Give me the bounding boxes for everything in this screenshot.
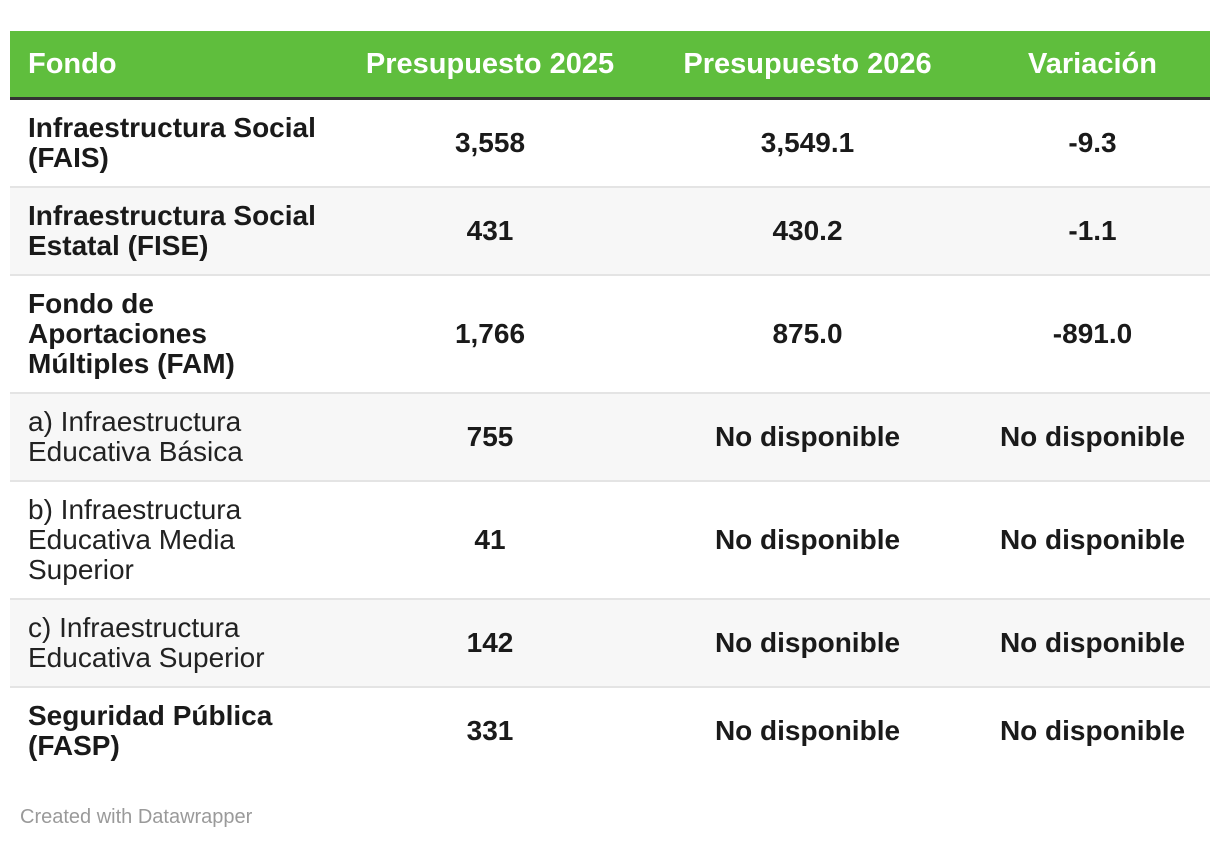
presupuesto-2025-cell: 755 xyxy=(466,421,514,452)
table-row-educativa-superior: c) Infraestructura Educativa Superior 14… xyxy=(10,599,1210,687)
variacion-cell: No disponible xyxy=(999,715,1186,746)
presupuesto-2025-cell: 142 xyxy=(466,627,514,658)
fondo-cell: Infraestructura Social (FAIS) xyxy=(28,112,316,173)
datawrapper-attribution[interactable]: Created with Datawrapper xyxy=(20,806,253,828)
column-header-presupuesto-2026: Presupuesto 2026 xyxy=(640,31,975,99)
fondo-cell: b) Infraestructura Educativa Media Super… xyxy=(28,494,242,585)
presupuesto-2025-cell: 41 xyxy=(474,524,506,555)
table-row-educativa-basica: a) Infraestructura Educativa Básica 755 … xyxy=(10,393,1210,481)
presupuesto-2025-cell: 431 xyxy=(466,215,514,246)
table-body: Infraestructura Social (FAIS) 3,558 3,54… xyxy=(10,99,1210,775)
column-header-variacion: Variación xyxy=(975,31,1210,99)
variacion-cell: -891.0 xyxy=(1052,318,1133,349)
presupuesto-2026-cell: 3,549.1 xyxy=(760,127,855,158)
presupuesto-2026-cell: No disponible xyxy=(714,715,901,746)
table-row-fais: Infraestructura Social (FAIS) 3,558 3,54… xyxy=(10,99,1210,188)
table-row-fam: Fondo de Aportaciones Múltiples (FAM) 1,… xyxy=(10,275,1210,393)
presupuesto-2025-cell: 3,558 xyxy=(454,127,526,158)
fondo-cell: c) Infraestructura Educativa Superior xyxy=(28,612,265,673)
fondo-cell: Seguridad Pública (FASP) xyxy=(28,700,273,761)
column-header-presupuesto-2025: Presupuesto 2025 xyxy=(340,31,640,99)
variacion-cell: No disponible xyxy=(999,421,1186,452)
fondo-cell: a) Infraestructura Educativa Básica xyxy=(28,406,243,467)
budget-table: Fondo Presupuesto 2025 Presupuesto 2026 … xyxy=(10,31,1210,774)
presupuesto-2025-cell: 1,766 xyxy=(454,318,526,349)
variacion-cell: -9.3 xyxy=(1068,127,1117,158)
presupuesto-2026-cell: 875.0 xyxy=(772,318,843,349)
presupuesto-2026-cell: No disponible xyxy=(714,421,901,452)
variacion-cell: -1.1 xyxy=(1068,215,1117,246)
presupuesto-2026-cell: No disponible xyxy=(714,627,901,658)
fondo-cell: Fondo de Aportaciones Múltiples (FAM) xyxy=(28,288,235,379)
variacion-cell: No disponible xyxy=(999,524,1186,555)
table-row-educativa-media-superior: b) Infraestructura Educativa Media Super… xyxy=(10,481,1210,599)
fondo-cell: Infraestructura Social Estatal (FISE) xyxy=(28,200,316,261)
variacion-cell: No disponible xyxy=(999,627,1186,658)
column-header-fondo: Fondo xyxy=(10,31,340,99)
table-row-fise: Infraestructura Social Estatal (FISE) 43… xyxy=(10,187,1210,275)
presupuesto-2025-cell: 331 xyxy=(466,715,514,746)
header-row: Fondo Presupuesto 2025 Presupuesto 2026 … xyxy=(10,31,1210,99)
presupuesto-2026-cell: No disponible xyxy=(714,524,901,555)
presupuesto-2026-cell: 430.2 xyxy=(772,215,843,246)
table-header: Fondo Presupuesto 2025 Presupuesto 2026 … xyxy=(10,31,1210,99)
table-row-fasp: Seguridad Pública (FASP) 331 No disponib… xyxy=(10,687,1210,774)
